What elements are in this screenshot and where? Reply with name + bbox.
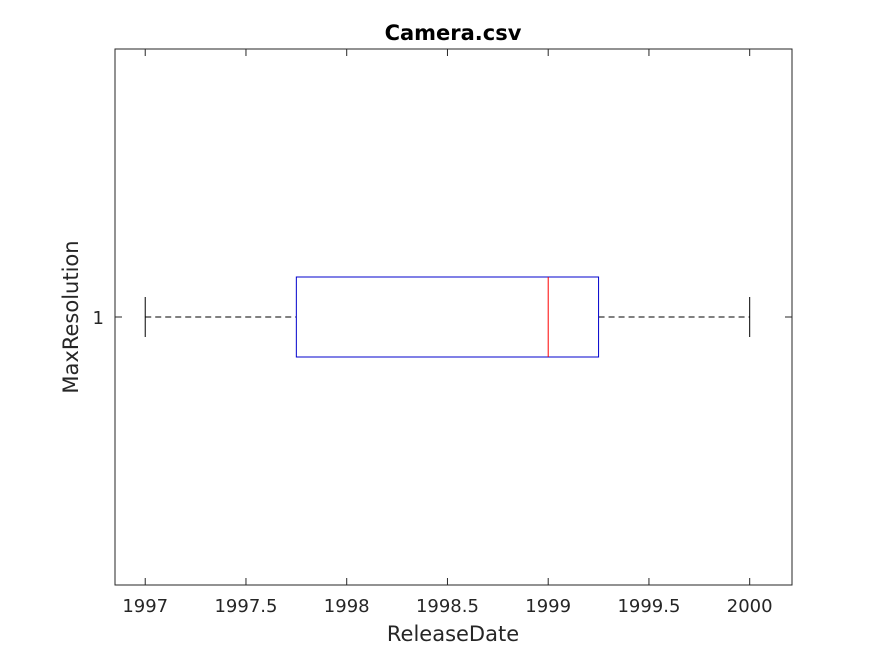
x-axis-ticks: 1997 1997.5 1998 1998.5 1999 1999.5 2000 (122, 49, 773, 617)
x-tick-label: 1998.5 (416, 596, 479, 617)
y-axis-ticks: 1 (93, 308, 792, 329)
x-axis-label: ReleaseDate (387, 622, 519, 646)
y-tick-label: 1 (93, 308, 104, 329)
x-tick-label: 2000 (727, 596, 773, 617)
x-tick-label: 1997.5 (214, 596, 277, 617)
x-tick-label: 1999.5 (617, 596, 680, 617)
x-tick-label: 1999 (525, 596, 571, 617)
boxplot-group (144, 276, 751, 358)
chart-title: Camera.csv (385, 21, 522, 45)
iqr-box (295, 276, 600, 358)
y-axis-label: MaxResolution (59, 240, 83, 393)
x-tick-label: 1998 (324, 596, 370, 617)
x-tick-label: 1997 (122, 596, 168, 617)
